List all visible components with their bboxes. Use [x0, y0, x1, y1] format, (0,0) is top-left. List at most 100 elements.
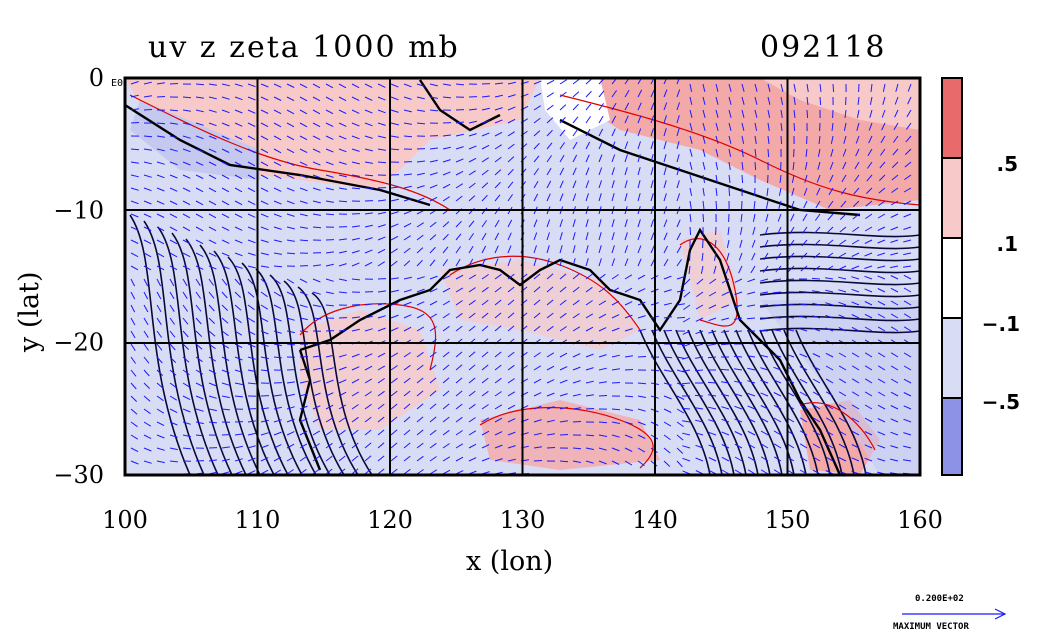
wind-vector — [455, 443, 464, 449]
wind-vector — [842, 148, 847, 157]
wind-vector — [799, 430, 808, 436]
wind-vector — [195, 395, 204, 400]
wind-vector — [377, 109, 386, 114]
wind-vector — [864, 288, 873, 293]
wind-vector — [533, 299, 541, 306]
wind-vector — [260, 444, 269, 449]
wind-vector — [559, 420, 568, 423]
wind-vector — [260, 96, 269, 101]
wind-vector — [689, 161, 693, 170]
wind-vector — [494, 181, 501, 189]
wind-vector — [728, 148, 732, 157]
wind-vector — [169, 330, 176, 338]
wind-vector — [390, 442, 398, 449]
wind-vector — [825, 277, 834, 280]
wind-vector — [481, 220, 488, 228]
wind-vector — [221, 135, 230, 140]
wind-vector — [130, 200, 139, 205]
wind-vector — [689, 109, 693, 118]
wind-vector — [143, 81, 152, 85]
wind-vector — [325, 83, 334, 89]
wind-vector — [494, 417, 503, 423]
height-contour — [759, 291, 920, 298]
wind-vector — [377, 429, 385, 436]
wind-vector — [416, 122, 426, 125]
wind-vector — [572, 299, 580, 306]
wind-vector — [312, 455, 320, 462]
wind-vector — [812, 365, 821, 371]
wind-vector — [260, 265, 269, 268]
wind-vector — [455, 233, 462, 241]
wind-vector — [585, 193, 589, 202]
wind-vector — [286, 148, 295, 154]
wind-vector — [546, 117, 554, 124]
wind-vector — [805, 148, 808, 157]
wind-vector — [892, 148, 899, 156]
wind-vector — [468, 443, 477, 449]
wind-vector — [299, 122, 308, 128]
wind-vector — [468, 417, 476, 423]
wind-vector — [546, 286, 554, 293]
wind-vector — [169, 317, 176, 325]
wind-vector — [851, 276, 860, 280]
wind-vector — [468, 220, 475, 228]
x-tick-label: 140 — [632, 506, 678, 534]
wind-vector — [695, 444, 704, 449]
wind-vector — [455, 325, 463, 332]
height-contour — [783, 329, 855, 475]
wind-vector — [143, 434, 152, 440]
positive-vorticity-region — [540, 78, 610, 140]
wind-vector — [247, 265, 256, 269]
wind-vector — [864, 365, 873, 371]
wind-vector — [598, 154, 603, 163]
wind-vector — [877, 391, 886, 397]
wind-vector — [429, 351, 437, 358]
wind-vector — [468, 182, 476, 189]
wind-vector — [838, 301, 847, 306]
wind-vector — [351, 378, 360, 384]
wind-vector — [663, 193, 667, 202]
wind-vector — [468, 364, 476, 371]
wind-vector — [507, 351, 515, 358]
wind-vector — [812, 469, 821, 475]
wind-vector — [760, 430, 769, 436]
wind-vector — [707, 356, 717, 359]
wind-vector — [195, 434, 204, 437]
wind-vector — [611, 421, 620, 424]
wind-vector — [754, 109, 758, 118]
wind-vector — [611, 368, 620, 371]
wind-vector — [260, 213, 269, 218]
wind-vector — [416, 83, 425, 87]
height-contour — [199, 244, 261, 475]
wind-vector — [429, 469, 438, 475]
wind-vector — [351, 161, 360, 165]
wind-vector — [494, 444, 503, 449]
wind-vector — [260, 432, 269, 436]
wind-vector — [156, 369, 164, 376]
wind-vector — [637, 102, 642, 111]
wind-vector — [273, 213, 282, 218]
wind-vector — [637, 447, 646, 453]
wind-vector — [864, 326, 873, 332]
wind-vector — [286, 291, 295, 297]
wind-vector — [260, 200, 269, 205]
wind-vector — [169, 187, 178, 192]
wind-vector — [351, 328, 360, 332]
wind-vector — [857, 96, 860, 105]
wind-vector — [611, 245, 615, 254]
wind-vector — [286, 96, 295, 102]
wind-vector — [851, 326, 860, 332]
wind-vector — [546, 433, 555, 436]
wind-vector — [208, 408, 217, 412]
wind-vector — [559, 232, 563, 241]
wind-vector — [702, 213, 705, 223]
wind-vector — [585, 141, 591, 150]
wind-vector — [377, 390, 385, 397]
wind-vector — [325, 263, 334, 267]
wind-vector — [844, 109, 847, 118]
wind-vector — [299, 187, 308, 192]
wind-vector — [221, 200, 230, 206]
wind-vector — [855, 135, 860, 144]
wind-vector — [299, 330, 308, 333]
wind-vector — [247, 278, 255, 285]
